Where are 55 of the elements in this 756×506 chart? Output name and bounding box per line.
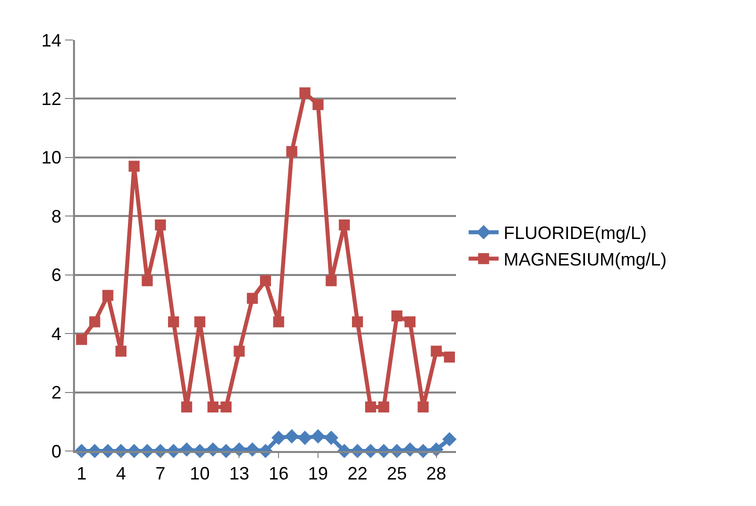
point [299, 87, 310, 98]
point [418, 401, 429, 412]
y-tick-label: 8 [51, 206, 62, 226]
point [128, 160, 140, 172]
x-tick-label: 16 [268, 464, 289, 484]
x-tick-label: 22 [347, 464, 368, 484]
point [181, 401, 192, 412]
point [168, 316, 180, 328]
point [430, 346, 442, 357]
y-tick-label: 2 [51, 382, 62, 403]
point [260, 275, 271, 286]
point [89, 316, 100, 328]
point [76, 334, 88, 345]
point [286, 146, 298, 158]
point [284, 429, 299, 444]
y-tick-label: 0 [51, 441, 62, 462]
x-tick-label: 4 [116, 464, 126, 484]
point [378, 401, 390, 412]
point [142, 275, 153, 286]
x-tick-label: 13 [229, 464, 250, 484]
point [310, 429, 326, 444]
point [391, 310, 402, 322]
legend-label: FLUORIDE(mg/L) [504, 223, 647, 244]
point [298, 430, 312, 445]
y-tick-label: 14 [41, 30, 62, 50]
point [194, 316, 206, 328]
point [220, 401, 232, 412]
y-tick-label: 4 [51, 324, 62, 344]
point [404, 316, 416, 328]
x-tick-label: 1 [76, 464, 87, 484]
point [324, 430, 338, 445]
point [352, 316, 363, 328]
point [444, 352, 455, 363]
point [154, 219, 166, 230]
point [312, 99, 324, 110]
point [338, 219, 350, 230]
x-tick-label: 19 [308, 464, 328, 484]
point [326, 275, 337, 286]
point [207, 401, 218, 412]
point [246, 292, 258, 304]
x-tick-label: 25 [386, 464, 407, 484]
point [273, 316, 284, 328]
y-tick-label: 10 [41, 148, 62, 168]
x-tick-label: 10 [190, 464, 210, 484]
y-tick-label: 12 [41, 89, 62, 110]
x-tick-label: 7 [155, 464, 166, 484]
point [271, 430, 286, 445]
point [365, 401, 376, 412]
point [442, 432, 457, 446]
legend-label: MAGNESIUM(mg/L) [504, 250, 667, 270]
x-tick-label: 28 [426, 464, 446, 484]
point [234, 346, 245, 357]
point [102, 290, 114, 301]
point [115, 346, 126, 357]
y-tick-label: 6 [51, 265, 62, 286]
